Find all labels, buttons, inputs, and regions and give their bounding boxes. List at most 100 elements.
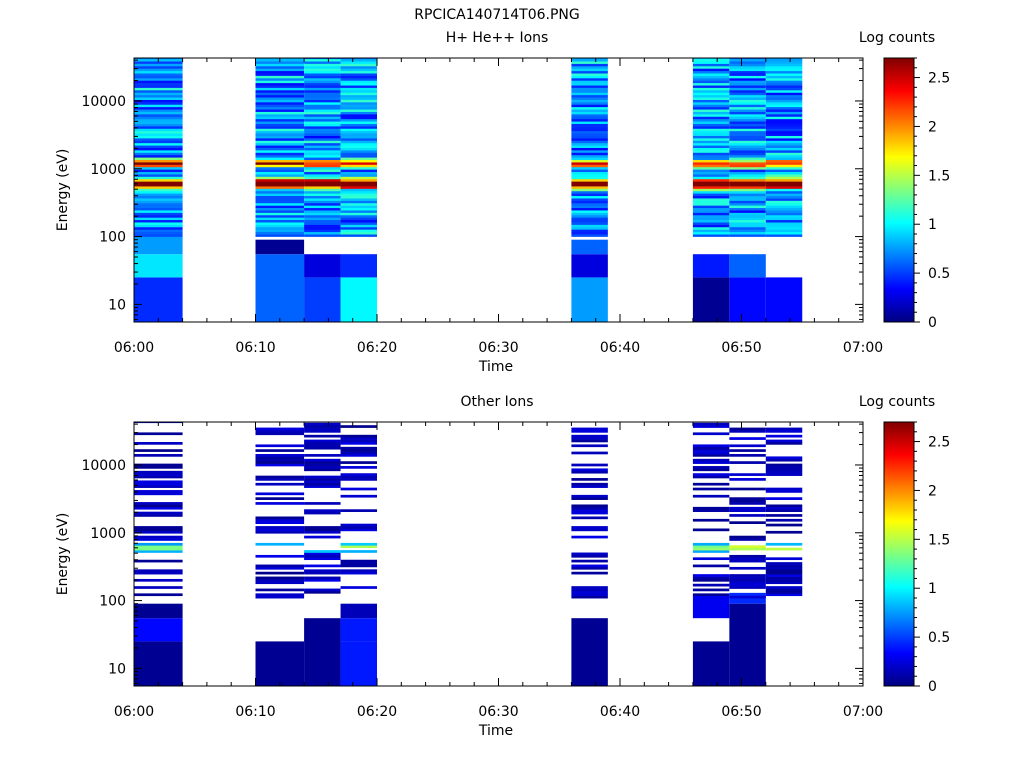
heatmap-cell <box>134 104 183 108</box>
heatmap-cell <box>571 104 608 108</box>
heatmap-cell <box>255 200 305 204</box>
heatmap-cell <box>340 92 377 96</box>
heatmap-cell <box>255 195 305 199</box>
heatmap-cell <box>729 437 766 440</box>
heatmap-cell <box>340 193 377 197</box>
heatmap-cell <box>571 87 608 91</box>
heatmap-cell <box>692 58 730 62</box>
heatmap-cell <box>692 212 730 216</box>
heatmap-cell <box>134 475 183 479</box>
heatmap-cell <box>765 75 803 79</box>
heatmap-cell <box>304 571 341 575</box>
heatmap-cell <box>571 78 608 81</box>
heatmap-cell <box>692 174 730 177</box>
heatmap-cell <box>729 85 766 88</box>
heatmap-cell <box>692 159 730 163</box>
heatmap-cell <box>134 198 183 201</box>
heatmap-cell <box>255 152 305 156</box>
heatmap-cell <box>765 188 803 192</box>
heatmap-cell <box>571 434 608 438</box>
heatmap-cell <box>571 106 608 110</box>
heatmap-cell <box>692 111 730 115</box>
heatmap-cell <box>255 226 305 230</box>
heatmap-cell <box>304 135 341 139</box>
heatmap-cell <box>255 427 305 431</box>
heatmap-cell <box>571 73 608 76</box>
heatmap-cell <box>134 593 183 597</box>
heatmap-cell <box>134 164 183 168</box>
heatmap-cell <box>571 239 608 255</box>
heatmap-cell <box>692 422 730 426</box>
heatmap-cell <box>692 169 730 173</box>
heatmap-cell <box>134 504 183 508</box>
heatmap-cell <box>255 521 305 524</box>
heatmap-cell <box>729 65 766 69</box>
heatmap-cell <box>729 190 766 194</box>
heatmap-cell <box>765 152 803 156</box>
heatmap-cell <box>765 542 803 546</box>
heatmap-cell <box>304 478 341 481</box>
heatmap-cell <box>729 130 766 134</box>
heatmap-cell <box>340 437 377 440</box>
heatmap-cell <box>255 154 305 158</box>
heatmap-cell <box>304 176 341 180</box>
heatmap-cell <box>729 109 766 112</box>
heatmap-cell <box>571 559 608 563</box>
heatmap-cell <box>571 593 608 597</box>
heatmap-cell <box>571 65 608 69</box>
heatmap-cell <box>340 133 377 136</box>
heatmap-cell <box>134 65 183 69</box>
heatmap-cell <box>692 446 730 450</box>
heatmap-cell <box>729 554 766 558</box>
heatmap-cell <box>571 147 608 151</box>
heatmap-cell <box>692 123 730 127</box>
panel-title: H+ He++ Ions <box>446 30 549 46</box>
heatmap-cell <box>729 94 766 98</box>
heatmap-cell <box>729 128 766 132</box>
heatmap-cell <box>304 468 341 472</box>
heatmap-cell <box>571 111 608 115</box>
heatmap-cell <box>304 188 341 192</box>
colorbar-tick-label: 1.5 <box>928 532 950 548</box>
heatmap-cell <box>134 133 183 136</box>
heatmap-cell <box>134 80 183 84</box>
colorbar-tick-label: 1 <box>928 217 937 233</box>
heatmap-cell <box>571 154 608 158</box>
heatmap-cell <box>729 162 766 165</box>
heatmap-cell <box>765 94 803 98</box>
heatmap-cell <box>729 159 766 163</box>
heatmap-cell <box>571 463 608 467</box>
heatmap-cell <box>729 581 766 585</box>
heatmap-cell <box>304 104 341 108</box>
heatmap-cell <box>765 470 803 474</box>
heatmap-cell <box>255 116 305 120</box>
heatmap-cell <box>304 475 341 479</box>
heatmap-cell <box>692 475 730 479</box>
heatmap-cell <box>340 526 377 529</box>
heatmap-cell <box>255 492 305 496</box>
heatmap-cell <box>134 159 183 163</box>
heatmap-cell <box>571 75 608 79</box>
heatmap-cell <box>729 135 766 139</box>
heatmap-cell <box>255 70 305 74</box>
heatmap-cell <box>571 482 608 486</box>
heatmap-cell <box>304 159 341 163</box>
heatmap-cell <box>340 461 377 464</box>
heatmap-cell <box>765 590 803 594</box>
heatmap-cell <box>340 171 377 175</box>
heatmap-cell <box>692 449 730 452</box>
heatmap-cell <box>765 159 803 163</box>
heatmap-cell <box>134 470 183 474</box>
heatmap-cell <box>304 219 341 223</box>
heatmap-cell <box>255 150 305 153</box>
heatmap-cell <box>692 595 730 619</box>
heatmap-cell <box>340 442 377 445</box>
heatmap-cell <box>134 528 183 532</box>
heatmap-cell <box>134 181 183 185</box>
heatmap-cell <box>134 559 183 563</box>
heatmap-cell <box>571 145 608 148</box>
heatmap-cell <box>340 121 377 124</box>
heatmap-cell <box>692 171 730 175</box>
x-tick-label: 06:10 <box>235 704 275 720</box>
heatmap-cell <box>255 121 305 124</box>
